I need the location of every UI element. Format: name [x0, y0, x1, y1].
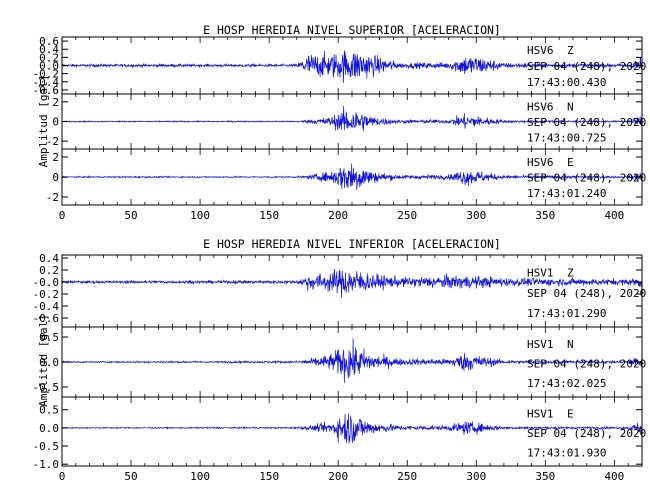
y-tick-label: 0.4: [39, 43, 59, 56]
y-tick-label: -0.2: [33, 288, 60, 301]
component-code: Z: [567, 267, 574, 280]
x-tick-label: 300: [466, 470, 486, 483]
y-tick-label: 0.0: [39, 60, 59, 73]
component-code: Z: [567, 44, 574, 57]
x-tick-label: 0: [59, 470, 66, 483]
panel-hsv6-n: 2 0 -2 HSV6 N SEP 04 (248), 2020 17:43:00.725: [46, 93, 646, 150]
y-tick-label: -0.4: [33, 76, 60, 89]
x-tick-label: 50: [124, 470, 137, 483]
panel-hsv1-z: 0.40.2-0.0-0.2-0.4-0.6 HSV1 Z SEP 04 (248),…: [33, 252, 646, 328]
y-tick-label: 0.5: [39, 331, 59, 344]
y-tick-label: 0: [52, 171, 59, 184]
y-tick-label: -2: [46, 135, 59, 148]
x-tick-label: 150: [259, 209, 279, 222]
y-tick-label: 0: [52, 116, 59, 129]
x-tick-label: 200: [328, 209, 348, 222]
y-tick-label: 0.2: [39, 51, 59, 64]
trace-time: 17:43:02.025: [527, 377, 606, 390]
x-tick-label: 150: [259, 470, 279, 483]
waveform-hsv6-e: [61, 163, 643, 191]
y-tick-label: 0.0: [39, 356, 59, 369]
trace-annotation: HSV6 Z SEP 04 (248), 2020 17:43:00.430: [527, 44, 646, 89]
trace-date: SEP 04 (248), 2020: [527, 427, 646, 440]
chart-title: E HOSP HEREDIA NIVEL INFERIOR [ACELERACI…: [203, 237, 501, 251]
waveform-hsv1-z: [61, 269, 643, 298]
y-tick-label: -0.5: [33, 381, 60, 394]
y-tick-label: -1.0: [33, 458, 60, 471]
x-tick-label: 400: [604, 470, 624, 483]
trace-annotation: HSV6 N SEP 04 (248), 2020 17:43:00.725: [527, 101, 646, 145]
trace-time: 17:43:01.240: [527, 187, 606, 200]
y-axis-label: Amplitud [gal]: [37, 75, 50, 168]
y-tick-label: 0.2: [39, 264, 59, 277]
panel-hsv6-e: 2 0 -2 HSV6 E SEP 04 (248), 2020 17:43:01.240: [46, 148, 646, 206]
y-tick-label: 2: [52, 96, 59, 109]
y-tick-label: -0.6: [33, 312, 60, 325]
x-tick-label: 250: [397, 209, 417, 222]
waveform-hsv6-n: [61, 105, 643, 132]
trace-date: SEP 04 (248), 2020: [527, 287, 646, 300]
station-code: HSV6: [527, 156, 554, 169]
upper-level-figure: E HOSP HEREDIA NIVEL SUPERIOR [ACELERACI…: [33, 23, 647, 222]
y-tick-label: 0.0: [39, 422, 59, 435]
component-code: E: [567, 156, 574, 169]
trace-annotation: HSV1 Z SEP 04 (248), 2020 17:43:01.290: [527, 267, 646, 320]
station-code: HSV1: [527, 408, 554, 421]
y-tick-label: 2: [52, 151, 59, 164]
x-tick-label: 50: [124, 209, 137, 222]
trace-date: SEP 04 (248), 2020: [527, 171, 646, 184]
station-code: HSV6: [527, 101, 554, 114]
station-code: HSV1: [527, 338, 554, 351]
waveform-hsv1-e: [61, 413, 643, 444]
x-tick-label: 100: [190, 209, 210, 222]
trace-date: SEP 04 (248), 2020: [527, 60, 646, 73]
y-axis-label: Amplitud [gal]: [37, 314, 50, 407]
waveform-hsv6-z: [61, 50, 643, 84]
chart-title: E HOSP HEREDIA NIVEL SUPERIOR [ACELERACI…: [203, 23, 501, 37]
panel-hsv6-z: 0.60.40.20.0-0.2-0.4-0.6 HSV6 Z SEP 04 (248…: [33, 35, 647, 97]
y-tick-label: -0.6: [33, 84, 60, 97]
y-tick-label: -2: [46, 191, 59, 204]
trace-annotation: HSV6 E SEP 04 (248), 2020 17:43:01.240: [527, 156, 646, 200]
y-tick-label: -0.2: [33, 68, 60, 81]
trace-time: 17:43:00.430: [527, 76, 606, 89]
x-tick-label: 350: [535, 470, 555, 483]
y-tick-label: 0.4: [39, 252, 59, 265]
component-code: E: [567, 408, 574, 421]
y-tick-label: 0.5: [39, 404, 59, 417]
component-code: N: [567, 338, 574, 351]
panel-hsv1-n: 0.5 0.0 -0.5 HSV1 N SEP 04 (248), 2020 17:43:0…: [33, 326, 646, 398]
station-code: HSV1: [527, 267, 554, 280]
x-tick-label: 400: [604, 209, 624, 222]
x-tick-label: 350: [535, 209, 555, 222]
x-tick-label: 100: [190, 470, 210, 483]
y-tick-label: -0.0: [33, 276, 60, 289]
trace-annotation: HSV1 E SEP 04 (248), 2020 17:43:01.930: [527, 408, 646, 460]
lower-level-figure: E HOSP HEREDIA NIVEL INFERIOR [ACELERACI…: [33, 237, 647, 483]
station-code: HSV6: [527, 44, 554, 57]
x-tick-label: 200: [328, 470, 348, 483]
component-code: N: [567, 101, 574, 114]
y-tick-label: 0.6: [39, 35, 59, 48]
waveform-hsv1-n: [61, 338, 643, 384]
trace-time: 17:43:01.930: [527, 446, 606, 459]
trace-date: SEP 04 (248), 2020: [527, 358, 646, 371]
trace-time: 17:43:01.290: [527, 307, 606, 320]
y-tick-label: -0.4: [33, 300, 60, 313]
trace-annotation: HSV1 N SEP 04 (248), 2020 17:43:02.025: [527, 338, 646, 390]
y-tick-label: -0.5: [33, 440, 60, 453]
x-tick-label: 250: [397, 470, 417, 483]
x-tick-label: 0: [59, 209, 66, 222]
trace-date: SEP 04 (248), 2020: [527, 116, 646, 129]
panel-hsv1-e: 0.5 0.0 -0.5 -1.0 HSV1 E SEP 04 (248), 2020 17:…: [33, 396, 646, 471]
x-tick-label: 300: [466, 209, 486, 222]
trace-time: 17:43:00.725: [527, 131, 606, 144]
